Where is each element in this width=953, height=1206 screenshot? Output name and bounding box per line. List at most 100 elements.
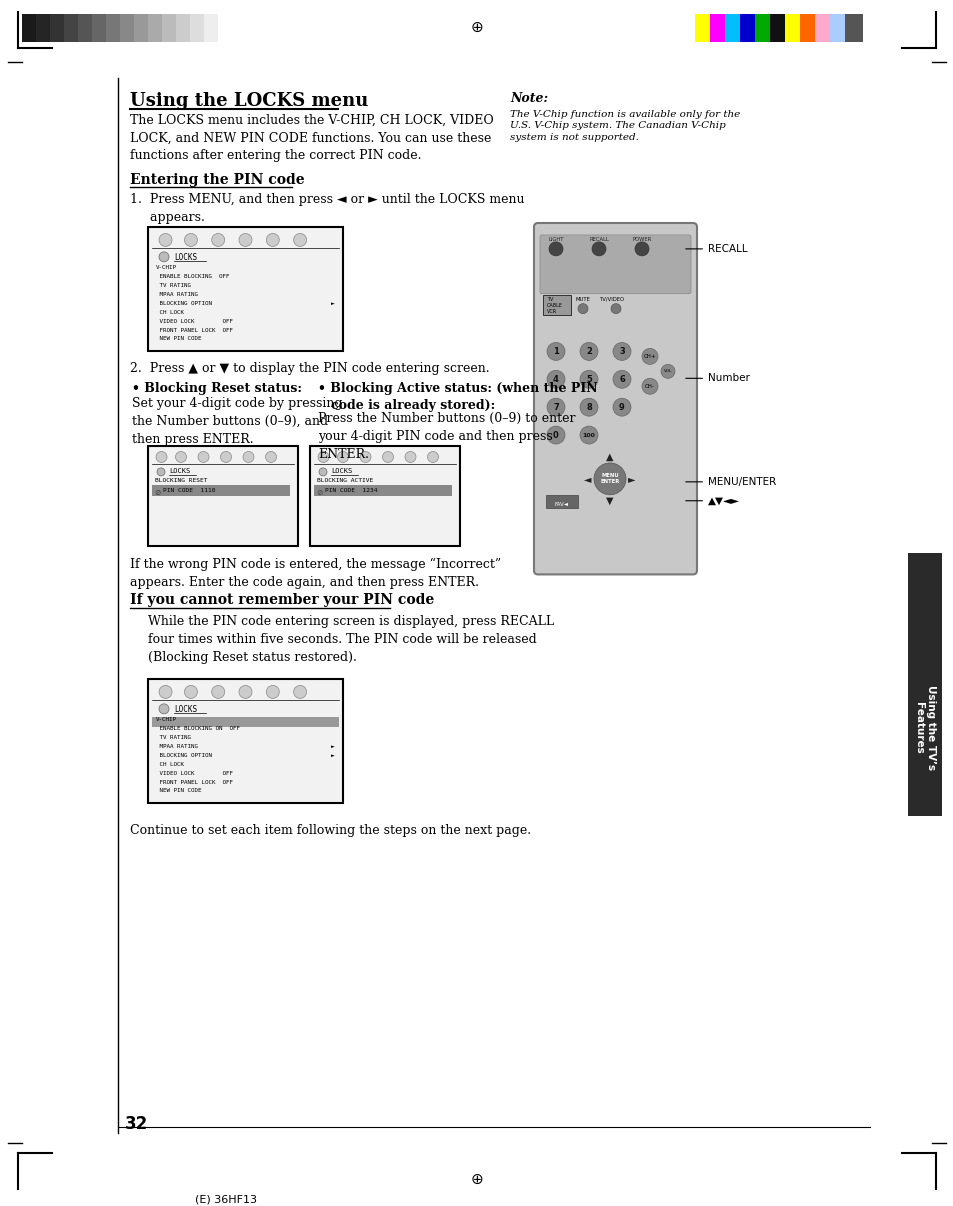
- Text: ►: ►: [331, 300, 335, 305]
- Bar: [148, 679, 343, 803]
- Bar: [769, 14, 784, 42]
- Text: MENU
ENTER: MENU ENTER: [599, 473, 619, 485]
- Circle shape: [243, 451, 253, 462]
- Text: MENU/ENTER: MENU/ENTER: [685, 476, 776, 487]
- Text: 1: 1: [553, 347, 558, 356]
- Circle shape: [159, 685, 172, 698]
- Circle shape: [594, 463, 625, 494]
- Text: 9: 9: [618, 403, 624, 411]
- Circle shape: [318, 468, 327, 476]
- Text: BLOCKING ACTIVE: BLOCKING ACTIVE: [316, 478, 373, 482]
- Text: LOCKS: LOCKS: [169, 468, 190, 474]
- Bar: [148, 227, 343, 351]
- Bar: [148, 14, 162, 42]
- Text: If you cannot remember your PIN code: If you cannot remember your PIN code: [130, 593, 434, 608]
- Text: 32: 32: [125, 1116, 148, 1132]
- Circle shape: [198, 451, 209, 462]
- Circle shape: [317, 451, 329, 462]
- Text: Note:: Note:: [510, 92, 548, 105]
- Circle shape: [548, 242, 562, 256]
- Text: 5: 5: [585, 375, 591, 384]
- Circle shape: [220, 451, 232, 462]
- Bar: [175, 14, 190, 42]
- Bar: [310, 446, 459, 545]
- Circle shape: [266, 234, 279, 246]
- Text: TV/VIDEO: TV/VIDEO: [599, 297, 624, 302]
- Text: • Blocking Reset status:: • Blocking Reset status:: [132, 382, 302, 396]
- Text: 8: 8: [585, 403, 591, 411]
- Circle shape: [239, 685, 252, 698]
- Bar: [814, 14, 829, 42]
- Text: ◄: ◄: [583, 474, 591, 484]
- Text: ⊘: ⊘: [153, 487, 160, 497]
- Text: ⊘: ⊘: [315, 487, 322, 497]
- Text: ⊕: ⊕: [470, 21, 483, 35]
- Circle shape: [546, 426, 564, 444]
- Bar: [152, 485, 290, 496]
- Text: BLOCKING OPTION: BLOCKING OPTION: [156, 753, 212, 757]
- Circle shape: [382, 451, 393, 462]
- Circle shape: [641, 379, 658, 394]
- Bar: [784, 14, 800, 42]
- Circle shape: [579, 343, 598, 361]
- Text: 1.  Press MENU, and then press ◄ or ► until the LOCKS menu
     appears.: 1. Press MENU, and then press ◄ or ► unt…: [130, 193, 524, 224]
- Circle shape: [578, 304, 587, 314]
- Text: ⊕: ⊕: [470, 1172, 483, 1187]
- Bar: [545, 494, 578, 508]
- Text: PIN CODE  1234: PIN CODE 1234: [325, 487, 377, 493]
- FancyBboxPatch shape: [539, 235, 690, 294]
- Circle shape: [546, 343, 564, 361]
- Circle shape: [265, 451, 276, 462]
- Text: CH LOCK: CH LOCK: [156, 761, 184, 767]
- Text: (E) 36HF13: (E) 36HF13: [194, 1195, 256, 1205]
- Text: Press the Number buttons (0–9) to enter
your 4-digit PIN code and then press
ENT: Press the Number buttons (0–9) to enter …: [317, 412, 575, 461]
- Text: LOCKS: LOCKS: [331, 468, 352, 474]
- Text: MPAA RATING: MPAA RATING: [156, 744, 198, 749]
- Circle shape: [610, 304, 620, 314]
- Bar: [152, 716, 338, 727]
- Text: NEW PIN CODE: NEW PIN CODE: [156, 789, 201, 794]
- Circle shape: [641, 349, 658, 364]
- Text: Using the TV’s
Features: Using the TV’s Features: [913, 685, 935, 771]
- Circle shape: [156, 451, 167, 462]
- Bar: [22, 14, 36, 42]
- Text: While the PIN code entering screen is displayed, press RECALL
four times within : While the PIN code entering screen is di…: [148, 615, 554, 665]
- Text: Set your 4-digit code by pressing
the Number buttons (0–9), and
then press ENTER: Set your 4-digit code by pressing the Nu…: [132, 397, 342, 446]
- Bar: [844, 14, 862, 42]
- Bar: [542, 294, 571, 315]
- Text: MUTE: MUTE: [576, 297, 590, 302]
- Bar: [907, 552, 941, 816]
- Circle shape: [427, 451, 438, 462]
- Text: ENABLE BLOCKING  OFF: ENABLE BLOCKING OFF: [156, 274, 230, 279]
- Text: 2: 2: [585, 347, 591, 356]
- Text: ▼: ▼: [605, 496, 613, 505]
- Text: V-CHIP: V-CHIP: [156, 716, 177, 721]
- Text: LOCKS: LOCKS: [173, 704, 197, 714]
- Text: ►: ►: [628, 474, 635, 484]
- Text: Continue to set each item following the steps on the next page.: Continue to set each item following the …: [130, 825, 531, 837]
- Text: CH LOCK: CH LOCK: [156, 310, 184, 315]
- Text: FAV◄: FAV◄: [555, 502, 568, 507]
- Text: CH-: CH-: [644, 384, 655, 388]
- Text: The V-Chip function is available only for the
U.S. V-Chip system. The Canadian V: The V-Chip function is available only fo…: [510, 110, 740, 142]
- Text: 3: 3: [618, 347, 624, 356]
- Circle shape: [266, 685, 279, 698]
- Circle shape: [184, 685, 197, 698]
- Text: FRONT PANEL LOCK  OFF: FRONT PANEL LOCK OFF: [156, 328, 233, 333]
- Bar: [50, 14, 64, 42]
- Text: 2.  Press ▲ or ▼ to display the PIN code entering screen.: 2. Press ▲ or ▼ to display the PIN code …: [130, 362, 489, 375]
- Bar: [120, 14, 133, 42]
- Text: Using the LOCKS menu: Using the LOCKS menu: [130, 92, 368, 110]
- Bar: [148, 446, 297, 545]
- Bar: [133, 14, 148, 42]
- Bar: [740, 14, 754, 42]
- Bar: [91, 14, 106, 42]
- Text: 7: 7: [553, 403, 558, 411]
- Circle shape: [359, 451, 371, 462]
- Circle shape: [175, 451, 186, 462]
- Bar: [204, 14, 218, 42]
- Bar: [36, 14, 50, 42]
- Text: TV RATING: TV RATING: [156, 734, 191, 739]
- Circle shape: [159, 252, 169, 262]
- Text: 6: 6: [618, 375, 624, 384]
